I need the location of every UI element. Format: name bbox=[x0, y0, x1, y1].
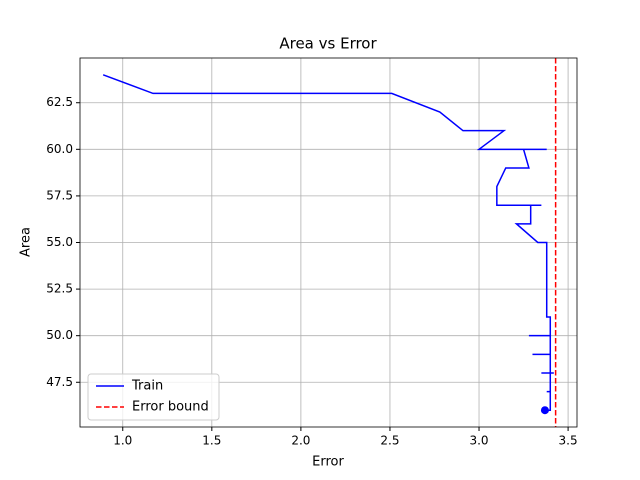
y-axis-label: Area bbox=[19, 227, 34, 257]
x-axis-label: Error bbox=[312, 455, 344, 470]
chart-title: Area vs Error bbox=[279, 35, 377, 53]
y-tick-label: 50.0 bbox=[46, 328, 73, 342]
x-tick-label: 2.0 bbox=[291, 434, 310, 448]
y-tick-label: 62.5 bbox=[46, 95, 73, 109]
y-tick-label: 55.0 bbox=[46, 235, 73, 249]
data-line bbox=[102, 74, 554, 411]
legend-label: Train bbox=[131, 379, 163, 394]
y-tick-label: 52.5 bbox=[46, 282, 73, 296]
x-tick-label: 3.0 bbox=[469, 434, 488, 448]
y-tick-label: 60.0 bbox=[46, 142, 73, 156]
axes-frame bbox=[79, 57, 578, 428]
x-tick-label: 1.0 bbox=[113, 434, 132, 448]
current-point bbox=[540, 406, 549, 415]
legend-label: Error bound bbox=[132, 400, 209, 415]
x-tick-label: 2.5 bbox=[380, 434, 399, 448]
y-tick-label: 57.5 bbox=[46, 188, 73, 202]
x-tick-label: 3.5 bbox=[559, 434, 578, 448]
y-tick-label: 47.5 bbox=[46, 375, 73, 389]
x-tick-label: 1.5 bbox=[202, 434, 221, 448]
